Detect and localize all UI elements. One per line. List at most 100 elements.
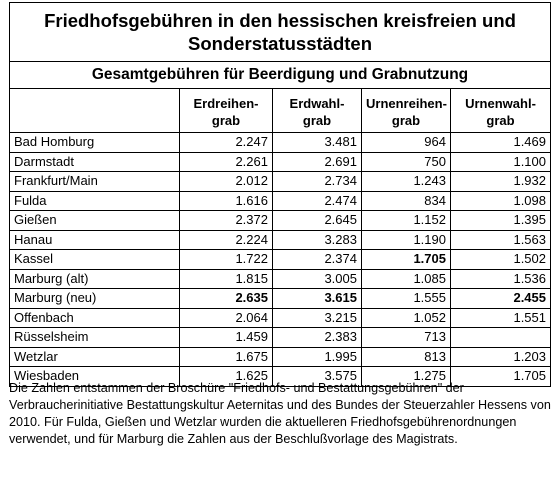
column-header: Urnenwahl-grab — [449, 88, 552, 133]
fee-cell: 3.215 — [272, 307, 362, 328]
fee-cell: 3.615 — [272, 288, 362, 309]
header-line: Erdreihen- — [193, 96, 259, 111]
fee-cell: 1.932 — [449, 171, 552, 192]
fee-cell: 2.474 — [272, 190, 362, 211]
fee-cell: 1.098 — [449, 190, 552, 211]
data-row: Offenbach 2.064 3.215 1.052 1.551 — [9, 307, 552, 328]
fee-cell: 2.691 — [272, 151, 362, 172]
fee-cell: 1.555 — [361, 288, 451, 309]
city-name: Kassel — [9, 249, 180, 270]
fee-cell: 2.224 — [179, 229, 273, 250]
data-row: Rüsselsheim 1.459 2.383 713 — [9, 327, 552, 348]
header-row: Erdreihen-grab Erdwahl-grab Urnenreihen-gr… — [9, 88, 552, 133]
city-name: Hanau — [9, 229, 180, 250]
header-line: grab — [302, 113, 332, 128]
header-line: Urnenwahl- — [465, 96, 536, 111]
city-name: Bad Homburg — [9, 132, 180, 153]
city-name: Marburg (alt) — [9, 268, 180, 289]
fee-cell: 813 — [361, 346, 451, 367]
fee-cell: 1.275 — [361, 366, 451, 387]
city-name: Gießen — [9, 210, 180, 231]
fee-cell: 834 — [361, 190, 451, 211]
fee-cell: 1.563 — [449, 229, 552, 250]
fee-cell: 1.243 — [361, 171, 451, 192]
city-name: Darmstadt — [9, 151, 180, 172]
fee-cell: 1.395 — [449, 210, 552, 231]
fee-cell: 2.372 — [179, 210, 273, 231]
fee-cell: 2.012 — [179, 171, 273, 192]
fee-cell: 1.459 — [179, 327, 273, 348]
city-name: Frankfurt/Main — [9, 171, 180, 192]
data-row: Fulda 1.616 2.474 834 1.098 — [9, 190, 552, 211]
data-row: Hanau 2.224 3.283 1.190 1.563 — [9, 229, 552, 250]
fee-cell: 2.455 — [449, 288, 552, 309]
header-cell — [9, 88, 180, 133]
fee-cell: 3.283 — [272, 229, 362, 250]
fee-cell: 1.203 — [449, 346, 552, 367]
footnote: Die Zahlen entstammen der Broschüre "Fri… — [9, 381, 551, 446]
fee-cell: 1.502 — [449, 249, 552, 270]
data-row: Wetzlar 1.675 1.995 813 1.203 — [9, 346, 552, 367]
header-line: grab — [391, 113, 421, 128]
city-name: Marburg (neu) — [9, 288, 180, 309]
fee-cell: 1.190 — [361, 229, 451, 250]
header-line: Urnenreihen- — [366, 96, 447, 111]
fee-cell: 3.005 — [272, 268, 362, 289]
fee-cell: 2.374 — [272, 249, 362, 270]
fee-cell: 2.383 — [272, 327, 362, 348]
data-row: Marburg (neu) 2.635 3.615 1.555 2.455 — [9, 288, 552, 309]
column-header: Erdreihen-grab — [179, 88, 273, 133]
data-row: Darmstadt 2.261 2.691 750 1.100 — [9, 151, 552, 172]
fee-cell: 1.705 — [449, 366, 552, 387]
table-title: Friedhofsgebühren in den hessischen krei… — [8, 2, 552, 62]
header-line: grab — [211, 113, 241, 128]
fee-cell: 1.705 — [361, 249, 451, 270]
column-header: Erdwahl-grab — [272, 88, 362, 133]
header-line: grab — [486, 113, 515, 128]
table-subtitle: Gesamtgebühren für Beerdigung und Grabnu… — [8, 61, 552, 89]
title-row: Friedhofsgebühren in den hessischen krei… — [8, 2, 552, 62]
fee-cell: 2.645 — [272, 210, 362, 231]
fee-cell: 2.261 — [179, 151, 273, 172]
fee-cell: 713 — [361, 327, 451, 348]
fee-cell: 3.481 — [272, 132, 362, 153]
fee-cell: 1.616 — [179, 190, 273, 211]
fee-cell: 1.675 — [179, 346, 273, 367]
fee-cell: 1.152 — [361, 210, 451, 231]
city-name: Wiesbaden — [9, 366, 180, 387]
data-row: Gießen 2.372 2.645 1.152 1.395 — [9, 210, 552, 231]
fee-cell: 2.734 — [272, 171, 362, 192]
fee-cell: 1.551 — [449, 307, 552, 328]
table-body: Friedhofsgebühren in den hessischen krei… — [8, 2, 552, 387]
fee-cell: 2.635 — [179, 288, 273, 309]
table-wrap: Friedhofsgebühren in den hessischen krei… — [8, 2, 552, 387]
fee-cell: 750 — [361, 151, 451, 172]
subtitle-row: Gesamtgebühren für Beerdigung und Grabnu… — [8, 61, 552, 89]
fee-cell: 2.064 — [179, 307, 273, 328]
fee-cell: 2.247 — [179, 132, 273, 153]
fee-cell: 1.469 — [449, 132, 552, 153]
column-header: Urnenreihen-grab — [361, 88, 451, 133]
fee-cell: 964 — [361, 132, 451, 153]
city-name: Wetzlar — [9, 346, 180, 367]
fee-table: Friedhofsgebühren in den hessischen krei… — [8, 2, 552, 387]
fee-cell: 1.536 — [449, 268, 552, 289]
fee-cell — [449, 327, 552, 348]
fee-cell: 3.575 — [272, 366, 362, 387]
fee-cell: 1.085 — [361, 268, 451, 289]
city-name: Fulda — [9, 190, 180, 211]
data-row: Wiesbaden 1.625 3.575 1.275 1.705 — [9, 366, 552, 387]
fee-cell: 1.995 — [272, 346, 362, 367]
data-row: Bad Homburg 2.247 3.481 964 1.469 — [9, 132, 552, 153]
city-name: Offenbach — [9, 307, 180, 328]
data-row: Kassel 1.722 2.374 1.705 1.502 — [9, 249, 552, 270]
data-row: Marburg (alt) 1.815 3.005 1.085 1.536 — [9, 268, 552, 289]
data-row: Frankfurt/Main 2.012 2.734 1.243 1.932 — [9, 171, 552, 192]
header-line: Erdwahl- — [289, 96, 345, 111]
fee-cell: 1.815 — [179, 268, 273, 289]
fee-cell: 1.100 — [449, 151, 552, 172]
fee-cell: 1.052 — [361, 307, 451, 328]
fee-cell: 1.722 — [179, 249, 273, 270]
city-name: Rüsselsheim — [9, 327, 180, 348]
